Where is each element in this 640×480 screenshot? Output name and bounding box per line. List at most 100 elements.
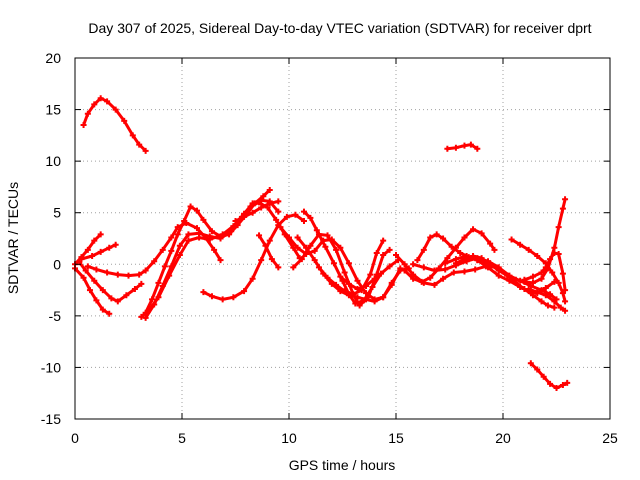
data-point bbox=[193, 207, 200, 214]
data-point bbox=[373, 271, 380, 278]
data-point bbox=[555, 224, 562, 231]
data-point bbox=[557, 304, 564, 311]
data-point bbox=[478, 255, 485, 262]
data-point bbox=[176, 242, 183, 249]
data-point bbox=[142, 267, 149, 274]
data-point bbox=[487, 260, 494, 267]
data-point bbox=[324, 232, 331, 239]
data-point bbox=[542, 264, 549, 271]
data-point bbox=[470, 226, 477, 233]
series-line-arc-01 bbox=[82, 96, 148, 153]
data-point bbox=[108, 295, 115, 302]
data-point bbox=[373, 249, 380, 256]
data-point bbox=[266, 237, 273, 244]
data-point bbox=[472, 266, 479, 273]
data-point bbox=[168, 234, 175, 241]
data-point bbox=[534, 289, 541, 296]
data-point bbox=[333, 246, 340, 253]
data-point bbox=[322, 243, 329, 250]
data-point bbox=[551, 244, 558, 251]
data-point bbox=[131, 286, 138, 293]
data-point bbox=[433, 231, 440, 238]
data-point bbox=[487, 240, 494, 247]
data-point bbox=[82, 267, 89, 274]
data-point bbox=[166, 272, 173, 279]
data-point bbox=[529, 279, 536, 286]
data-point bbox=[112, 106, 119, 113]
y-tick-label: 20 bbox=[45, 50, 61, 66]
data-point bbox=[354, 286, 361, 293]
data-point bbox=[84, 263, 91, 270]
data-point bbox=[149, 296, 156, 303]
data-point bbox=[538, 275, 545, 282]
chart-title: Day 307 of 2025, Sidereal Day-to-day VTE… bbox=[88, 20, 591, 36]
data-point bbox=[478, 230, 485, 237]
data-point bbox=[219, 231, 226, 238]
data-point bbox=[562, 298, 569, 305]
data-point bbox=[249, 209, 256, 216]
data-point bbox=[78, 256, 85, 263]
data-point bbox=[512, 279, 519, 286]
data-point bbox=[275, 208, 282, 215]
data-point bbox=[258, 204, 265, 211]
data-point bbox=[388, 281, 395, 288]
data-point bbox=[559, 205, 566, 212]
data-point bbox=[283, 213, 290, 220]
data-point bbox=[313, 227, 320, 234]
data-point bbox=[211, 246, 218, 253]
data-point bbox=[418, 278, 425, 285]
data-point bbox=[354, 277, 361, 284]
data-point bbox=[97, 95, 104, 102]
data-point bbox=[91, 277, 98, 284]
data-point bbox=[125, 272, 132, 279]
data-point bbox=[551, 249, 558, 256]
data-point bbox=[138, 313, 145, 320]
data-point bbox=[401, 261, 408, 268]
data-point bbox=[562, 196, 569, 203]
data-point bbox=[452, 144, 459, 151]
data-point bbox=[324, 274, 331, 281]
data-point bbox=[553, 385, 560, 392]
data-point bbox=[508, 236, 515, 243]
data-point bbox=[161, 263, 168, 270]
data-point bbox=[559, 270, 566, 277]
data-point bbox=[315, 231, 322, 238]
data-point bbox=[294, 244, 301, 251]
data-point bbox=[442, 260, 449, 267]
data-point bbox=[121, 117, 128, 124]
axis-ticks: 0 5 10 15 20 25 -15 -10 -5 0 5 10 15 20 bbox=[41, 50, 618, 446]
data-point bbox=[185, 237, 192, 244]
data-point bbox=[474, 145, 481, 152]
data-point bbox=[114, 298, 121, 305]
data-point bbox=[159, 246, 166, 253]
data-point bbox=[547, 291, 554, 298]
data-point bbox=[517, 241, 524, 248]
y-tick-label: 5 bbox=[53, 205, 61, 221]
data-point bbox=[258, 257, 265, 264]
data-point bbox=[448, 243, 455, 250]
data-point bbox=[300, 217, 307, 224]
data-point bbox=[380, 252, 387, 259]
data-point bbox=[485, 264, 492, 271]
data-point bbox=[266, 200, 273, 207]
data-point bbox=[99, 306, 106, 313]
series-line-arc-25 bbox=[454, 197, 567, 285]
data-point bbox=[559, 381, 566, 388]
data-point bbox=[168, 247, 175, 254]
data-point bbox=[123, 292, 130, 299]
data-point bbox=[420, 246, 427, 253]
data-point bbox=[463, 253, 470, 260]
data-point bbox=[286, 234, 292, 241]
data-point bbox=[367, 271, 374, 278]
data-point bbox=[431, 267, 438, 274]
data-point bbox=[431, 281, 438, 288]
data-point bbox=[200, 289, 207, 296]
data-point bbox=[80, 122, 87, 129]
y-tick-label: -5 bbox=[49, 308, 62, 324]
data-point bbox=[136, 271, 143, 278]
data-point bbox=[89, 253, 96, 260]
data-point bbox=[311, 257, 318, 264]
data-point bbox=[525, 246, 532, 253]
